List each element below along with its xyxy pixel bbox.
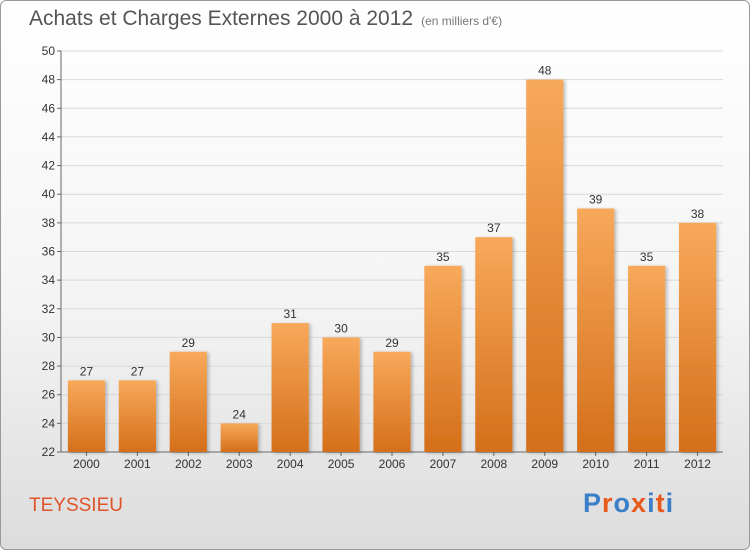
logo-letter: i: [647, 488, 656, 518]
logo-letter: t: [655, 488, 666, 518]
y-tick-label: 42: [42, 159, 56, 173]
bar-2008: [475, 237, 513, 452]
logo-letter: o: [613, 488, 632, 518]
x-tick-label: 2008: [480, 457, 507, 471]
y-tick-label: 46: [42, 101, 56, 115]
x-tick-label: 2003: [226, 457, 253, 471]
data-label-2000: 27: [80, 364, 94, 378]
data-label-2012: 38: [691, 207, 705, 221]
bars: [67, 79, 717, 453]
data-label-2009: 48: [538, 64, 552, 78]
x-tick-label: 2005: [328, 457, 355, 471]
data-label-2007: 35: [436, 250, 450, 264]
chart-subtitle: (en milliers d'€): [421, 14, 503, 28]
x-tick-label: 2009: [531, 457, 558, 471]
bar-2000: [67, 380, 106, 452]
y-tick-label: 38: [42, 216, 56, 230]
logo-letter: P: [583, 488, 603, 518]
data-label-2011: 35: [640, 250, 654, 264]
bar-2011: [628, 265, 666, 452]
x-tick-label: 2007: [430, 457, 457, 471]
chart-title-text: Achats et Charges Externes 2000 à 2012: [29, 7, 414, 30]
data-label-2004: 31: [283, 307, 297, 321]
bar-2001: [118, 380, 156, 452]
bar-2003: [220, 423, 258, 452]
logo-letter: r: [602, 488, 614, 518]
y-tick-label: 48: [42, 73, 56, 87]
data-label-2003: 24: [233, 407, 247, 421]
x-tick-label: 2002: [175, 457, 202, 471]
bar-2007: [424, 265, 462, 452]
y-tick-label: 26: [42, 388, 56, 402]
y-tick-label: 24: [42, 416, 56, 430]
logo-letter: x: [631, 488, 648, 518]
x-tick-label: 2004: [277, 457, 304, 471]
bar-2004: [271, 323, 309, 452]
logo-letter: i: [665, 488, 675, 518]
data-label-2008: 37: [487, 221, 501, 235]
data-label-2002: 29: [182, 336, 196, 350]
bar-2012: [678, 222, 717, 452]
bar-2006: [373, 351, 411, 452]
y-tick-label: 40: [42, 187, 56, 201]
x-tick-label: 2010: [582, 457, 609, 471]
bar-2009: [526, 79, 564, 453]
x-tick-label: 2012: [684, 457, 711, 471]
bar-2002: [169, 351, 207, 452]
x-tick-label: 2011: [634, 457, 660, 471]
data-label-2005: 30: [334, 321, 348, 335]
y-tick-label: 50: [42, 44, 56, 58]
y-tick-label: 32: [42, 302, 56, 316]
proxiti-logo: Proxiti: [583, 488, 674, 519]
bar-2010: [577, 208, 615, 452]
chart-title: Achats et Charges Externes 2000 à 2012 (e…: [29, 7, 502, 31]
y-tick-label: 36: [42, 245, 56, 259]
data-labels: 27 27 29 24 31 30 29 35 37 48 39 35 38: [80, 64, 705, 422]
place-name: TEYSSIEU: [29, 495, 123, 516]
x-tick-label: 2000: [73, 457, 100, 471]
bar-2005: [322, 337, 360, 452]
y-tick-label: 28: [42, 359, 56, 373]
y-tick-label: 44: [42, 130, 56, 144]
y-tick-label: 30: [42, 330, 56, 344]
x-tick-label: 2001: [124, 457, 151, 471]
x-tick-label: 2006: [379, 457, 406, 471]
data-label-2006: 29: [385, 336, 399, 350]
y-tick-label: 34: [42, 273, 56, 287]
data-label-2010: 39: [589, 193, 603, 207]
y-tick-label: 22: [42, 445, 56, 459]
data-label-2001: 27: [131, 364, 145, 378]
